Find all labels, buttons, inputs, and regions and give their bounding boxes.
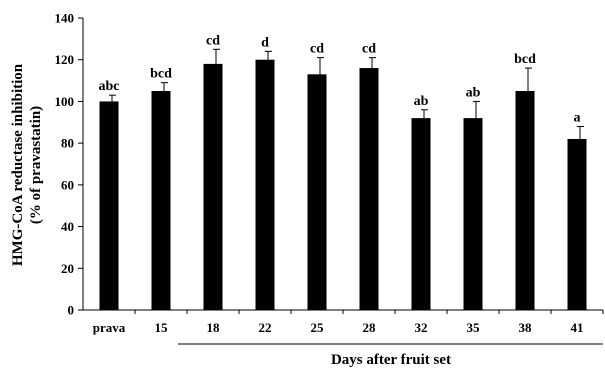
- bar: [515, 91, 535, 310]
- bar: [411, 118, 431, 310]
- y-tick-label: 120: [55, 52, 75, 67]
- significance-label: cd: [206, 33, 220, 48]
- y-tick-label: 0: [68, 303, 75, 318]
- y-tick-label: 140: [55, 11, 75, 26]
- y-axis-label-line-2: (% of pravastatin): [28, 106, 44, 224]
- bar: [203, 63, 223, 311]
- significance-label: bcd: [150, 67, 172, 82]
- x-tick-label: 25: [311, 320, 325, 335]
- y-axis: 0 20 40 60 80 100 120 140: [55, 11, 84, 318]
- bars: abc bcd cd d cd cd ab ab bcd a: [99, 33, 587, 311]
- x-tick-label: 15: [155, 320, 169, 335]
- bar: [99, 101, 119, 310]
- bar: [151, 91, 171, 310]
- x-tick-label: prava: [93, 320, 126, 335]
- y-tick-label: 100: [55, 94, 75, 109]
- x-tick-label: 32: [415, 320, 428, 335]
- x-tick-label: 18: [207, 320, 221, 335]
- y-tick-label: 60: [61, 177, 74, 192]
- y-tick-label: 80: [61, 136, 74, 151]
- significance-label: abc: [99, 79, 120, 94]
- bar: [359, 68, 379, 310]
- significance-label: ab: [414, 94, 429, 109]
- x-axis: prava 15 18 22 25 28 32 35 38 41: [83, 309, 604, 335]
- y-tick-label: 40: [61, 219, 74, 234]
- significance-label: bcd: [514, 52, 536, 67]
- significance-label: a: [574, 110, 581, 125]
- y-axis-label-line-1: HMG-CoA reductase inhibition: [10, 63, 26, 266]
- x-tick-label: 38: [519, 320, 533, 335]
- bar: [463, 118, 483, 310]
- bar: [567, 138, 587, 310]
- significance-label: ab: [466, 85, 481, 100]
- x-axis-label: Days after fruit set: [331, 352, 451, 368]
- bar: [255, 59, 275, 310]
- x-tick-label: 28: [363, 320, 377, 335]
- significance-label: cd: [310, 42, 324, 57]
- x-tick-label: 22: [259, 320, 272, 335]
- bar: [307, 74, 327, 310]
- x-tick-label: 35: [467, 320, 481, 335]
- y-tick-label: 20: [61, 261, 74, 276]
- y-axis-label: HMG-CoA reductase inhibition (% of prava…: [10, 63, 44, 266]
- x-tick-label: 41: [571, 320, 584, 335]
- significance-label: d: [261, 35, 269, 50]
- significance-label: cd: [362, 42, 376, 57]
